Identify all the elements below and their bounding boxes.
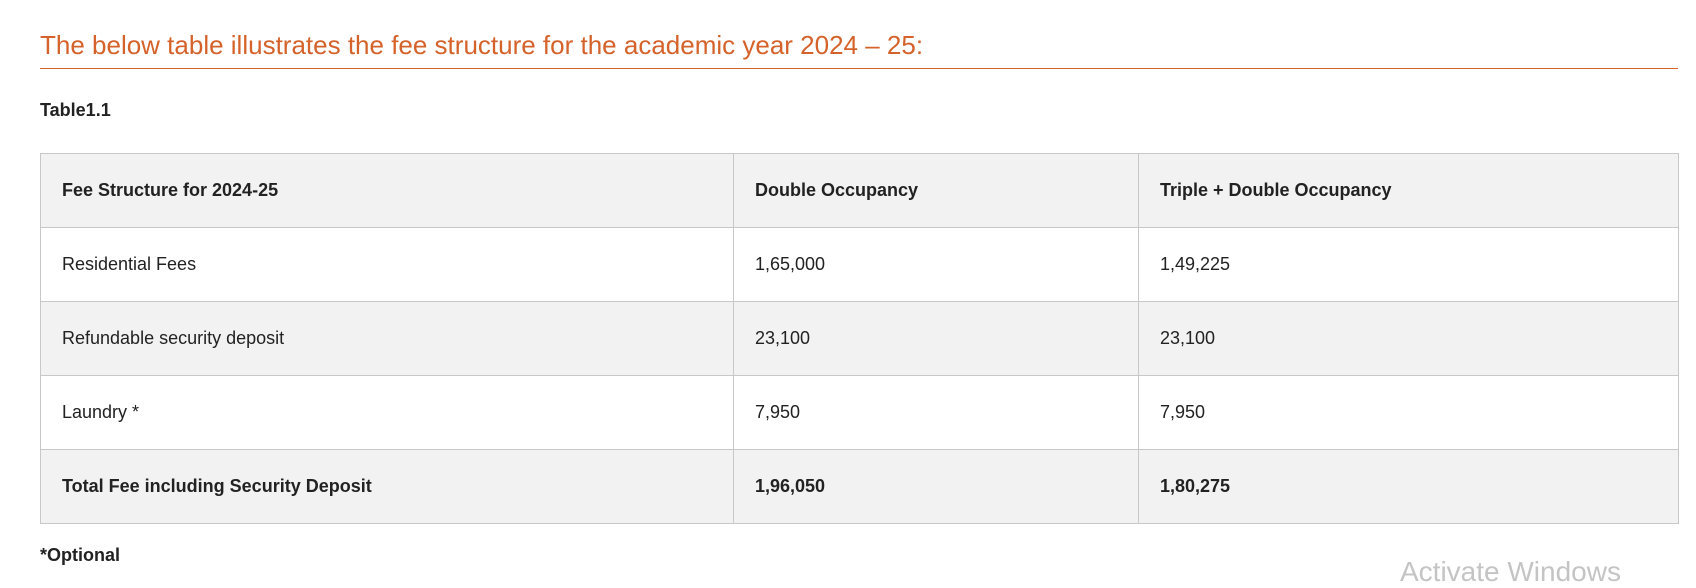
table-header-row: Fee Structure for 2024-25 Double Occupan… [40,153,1679,228]
cell: 23,100 [1138,301,1679,376]
table-label: Table1.1 [40,100,111,120]
cell: 1,65,000 [733,227,1139,302]
fee-structure-table: Fee Structure for 2024-25 Double Occupan… [40,153,1679,524]
page-heading: The below table illustrates the fee stru… [40,30,924,60]
footnote: *Optional [40,545,120,565]
cell: 1,49,225 [1138,227,1679,302]
cell: 1,96,050 [733,449,1139,524]
row-label: Total Fee including Security Deposit [40,449,734,524]
heading-divider [40,68,1678,69]
cell: 1,80,275 [1138,449,1679,524]
row-label: Laundry * [40,375,734,450]
row-label: Residential Fees [40,227,734,302]
header-cell: Triple + Double Occupancy [1138,153,1679,228]
header-cell: Double Occupancy [733,153,1139,228]
row-label: Refundable security deposit [40,301,734,376]
total-row: Total Fee including Security Deposit 1,9… [40,449,1679,524]
header-cell: Fee Structure for 2024-25 [40,153,734,228]
activate-windows-watermark: Activate Windows [1400,556,1621,587]
table-row: Residential Fees 1,65,000 1,49,225 [40,227,1679,302]
cell: 7,950 [1138,375,1679,450]
table-row: Laundry * 7,950 7,950 [40,375,1679,450]
table-row: Refundable security deposit 23,100 23,10… [40,301,1679,376]
cell: 23,100 [733,301,1139,376]
cell: 7,950 [733,375,1139,450]
